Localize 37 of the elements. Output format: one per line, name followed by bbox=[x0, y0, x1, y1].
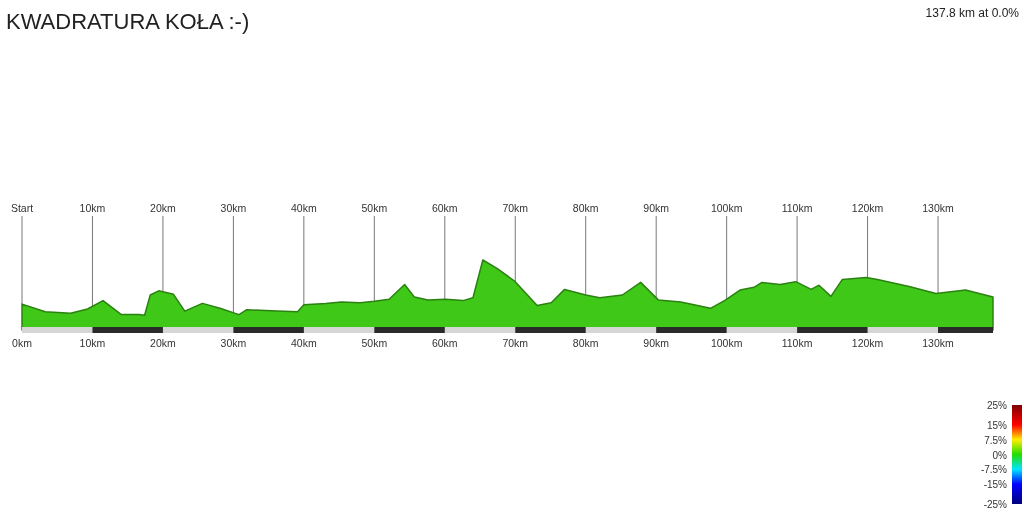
color-bar-label: -15% bbox=[983, 479, 1008, 491]
x-tick-label: 100km bbox=[710, 337, 743, 349]
x-tick-label: 60km bbox=[431, 337, 458, 349]
x-tick-label: 0km bbox=[12, 337, 33, 349]
x2-tick-label: 80km bbox=[572, 202, 599, 214]
x-tick-label: 80km bbox=[572, 337, 599, 349]
x-tick-label: 90km bbox=[643, 337, 670, 349]
color-bar-label: 15% bbox=[986, 419, 1008, 431]
color-bar-label: 0% bbox=[992, 449, 1008, 461]
x2-tick-label: 70km bbox=[502, 202, 529, 214]
x2-tick-label: 110km bbox=[781, 202, 813, 214]
x-tick-label: 130km bbox=[922, 337, 955, 349]
x2-tick-label: 20km bbox=[150, 202, 177, 214]
color-bar-label: -7.5% bbox=[980, 464, 1008, 476]
x-tick-label: 120km bbox=[851, 337, 884, 349]
x2-tick-label: 120km bbox=[851, 202, 884, 214]
color-bar-label: 25% bbox=[986, 400, 1008, 411]
color-bar-label: -25% bbox=[983, 499, 1008, 510]
x2-tick-label: 90km bbox=[643, 202, 670, 214]
x-tick-label: 10km bbox=[79, 337, 106, 349]
chart-title: KWADRATURA KOŁA :-) bbox=[6, 9, 250, 34]
x2-tick-label: 60km bbox=[431, 202, 458, 214]
color-bar-label: 7.5% bbox=[984, 434, 1008, 446]
x-tick-label: 20km bbox=[150, 337, 177, 349]
x-tick-label: 110km bbox=[781, 337, 813, 349]
x-tick-label: 40km bbox=[291, 337, 317, 349]
x2-tick-label: 30km bbox=[220, 202, 247, 214]
x-tick-label: 30km bbox=[220, 337, 247, 349]
x2-tick-label: 130km bbox=[922, 202, 955, 214]
x-tick-label: 70km bbox=[502, 337, 529, 349]
x2-tick-label: 40km bbox=[291, 202, 317, 214]
text: 137.8 km at 0.0% bbox=[925, 6, 1020, 20]
x2-tick-label: 100km bbox=[710, 202, 743, 214]
x-tick-label: 50km bbox=[361, 337, 388, 349]
x2-tick-label: Start bbox=[10, 202, 34, 214]
x2-tick-label: 50km bbox=[361, 202, 388, 214]
x2-tick-label: 10km bbox=[79, 202, 106, 214]
